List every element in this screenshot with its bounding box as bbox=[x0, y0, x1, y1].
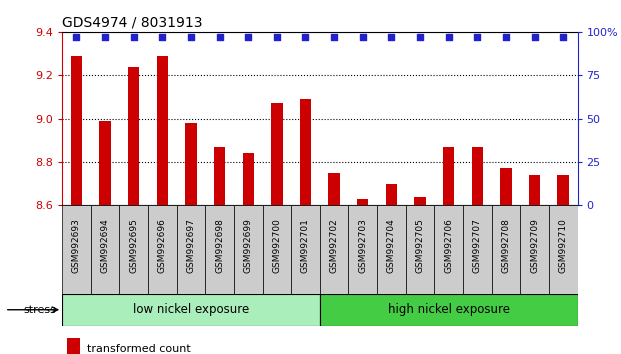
Text: GSM992698: GSM992698 bbox=[215, 218, 224, 274]
Bar bbox=[529, 175, 540, 205]
Point bbox=[415, 34, 425, 40]
Bar bbox=[67, 338, 79, 354]
Text: GSM992706: GSM992706 bbox=[444, 218, 453, 274]
Point bbox=[71, 34, 81, 40]
Bar bbox=[263, 205, 291, 294]
Bar bbox=[234, 205, 263, 294]
Point bbox=[100, 34, 110, 40]
Bar bbox=[128, 67, 139, 205]
Bar bbox=[291, 205, 320, 294]
Bar bbox=[71, 56, 82, 205]
Point bbox=[473, 34, 483, 40]
Text: GSM992694: GSM992694 bbox=[101, 218, 109, 273]
Bar bbox=[300, 99, 311, 205]
Bar bbox=[549, 205, 578, 294]
Bar bbox=[329, 173, 340, 205]
Bar bbox=[242, 153, 254, 205]
Bar bbox=[119, 205, 148, 294]
Bar bbox=[501, 169, 512, 205]
Point bbox=[530, 34, 540, 40]
Point bbox=[558, 34, 568, 40]
Point bbox=[215, 34, 225, 40]
Text: GSM992708: GSM992708 bbox=[501, 218, 510, 274]
Bar bbox=[214, 147, 225, 205]
Bar bbox=[558, 175, 569, 205]
Text: stress: stress bbox=[23, 305, 56, 315]
Text: GSM992707: GSM992707 bbox=[473, 218, 482, 274]
Bar bbox=[377, 205, 406, 294]
Text: GSM992703: GSM992703 bbox=[358, 218, 367, 274]
Point bbox=[358, 34, 368, 40]
Bar bbox=[357, 199, 368, 205]
Point bbox=[157, 34, 167, 40]
Point bbox=[443, 34, 453, 40]
Text: GSM992709: GSM992709 bbox=[530, 218, 539, 274]
Text: GSM992699: GSM992699 bbox=[243, 218, 253, 274]
Bar bbox=[348, 205, 377, 294]
Text: GSM992696: GSM992696 bbox=[158, 218, 167, 274]
Bar bbox=[492, 205, 520, 294]
Text: GSM992693: GSM992693 bbox=[72, 218, 81, 274]
Bar bbox=[406, 205, 434, 294]
Bar bbox=[271, 103, 283, 205]
Bar bbox=[463, 205, 492, 294]
Point bbox=[129, 34, 138, 40]
Bar bbox=[206, 205, 234, 294]
Bar bbox=[62, 205, 91, 294]
Point bbox=[272, 34, 282, 40]
Point bbox=[301, 34, 310, 40]
Bar bbox=[471, 147, 483, 205]
Bar bbox=[434, 205, 463, 294]
Bar bbox=[414, 196, 426, 205]
Bar bbox=[99, 121, 111, 205]
Text: low nickel exposure: low nickel exposure bbox=[133, 303, 249, 316]
Bar bbox=[320, 294, 578, 326]
Text: high nickel exposure: high nickel exposure bbox=[388, 303, 510, 316]
Text: GDS4974 / 8031913: GDS4974 / 8031913 bbox=[62, 15, 202, 29]
Bar bbox=[156, 56, 168, 205]
Text: GSM992705: GSM992705 bbox=[415, 218, 425, 274]
Bar bbox=[185, 123, 197, 205]
Text: GSM992700: GSM992700 bbox=[273, 218, 281, 274]
Bar bbox=[91, 205, 119, 294]
Point bbox=[243, 34, 253, 40]
Point bbox=[329, 34, 339, 40]
Text: GSM992701: GSM992701 bbox=[301, 218, 310, 274]
Bar bbox=[386, 184, 397, 205]
Text: GSM992695: GSM992695 bbox=[129, 218, 138, 274]
Point bbox=[501, 34, 511, 40]
Text: GSM992710: GSM992710 bbox=[559, 218, 568, 274]
Bar bbox=[520, 205, 549, 294]
Bar bbox=[320, 205, 348, 294]
Bar bbox=[148, 205, 176, 294]
Bar bbox=[62, 294, 320, 326]
Bar bbox=[176, 205, 206, 294]
Text: GSM992702: GSM992702 bbox=[330, 218, 338, 273]
Text: transformed count: transformed count bbox=[88, 344, 191, 354]
Text: GSM992697: GSM992697 bbox=[186, 218, 196, 274]
Text: GSM992704: GSM992704 bbox=[387, 218, 396, 273]
Point bbox=[186, 34, 196, 40]
Bar bbox=[443, 147, 455, 205]
Point bbox=[386, 34, 396, 40]
